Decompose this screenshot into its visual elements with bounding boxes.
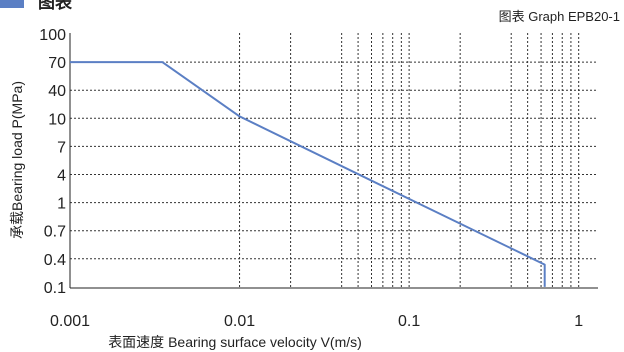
y-tick-label: 0.7 [44, 224, 66, 241]
y-tick-label: 40 [48, 83, 66, 100]
y-tick-label: 0.4 [44, 252, 66, 269]
x-tick-label: 1 [574, 313, 583, 330]
y-tick-label: 0.1 [44, 280, 66, 297]
y-tick-label: 10 [48, 111, 66, 128]
x-axis-title: 表面速度 Bearing surface velocity V(m/s) [108, 334, 362, 350]
y-tick-label: 70 [48, 55, 66, 72]
section-title: 图表 [38, 0, 73, 12]
y-axis-title: 承载Bearing load P(MPa) [9, 81, 25, 239]
x-tick-label: 0.001 [50, 313, 90, 330]
y-tick-label: 7 [57, 139, 66, 156]
y-tick-label: 100 [39, 27, 66, 44]
graph-caption: 图表 Graph EPB20-1 [499, 9, 620, 24]
plot-area: 100 70 40 10 7 4 1 0.7 0.4 0.1 0.001 0.01 0.1 1 表面速度 B… [9, 27, 598, 350]
y-tick-label: 1 [57, 196, 66, 213]
x-tick-label: 0.1 [398, 313, 420, 330]
y-tick-label: 4 [57, 168, 66, 185]
x-tick-label: 0.01 [224, 313, 255, 330]
series-line [70, 61, 546, 287]
section-marker [0, 0, 24, 8]
